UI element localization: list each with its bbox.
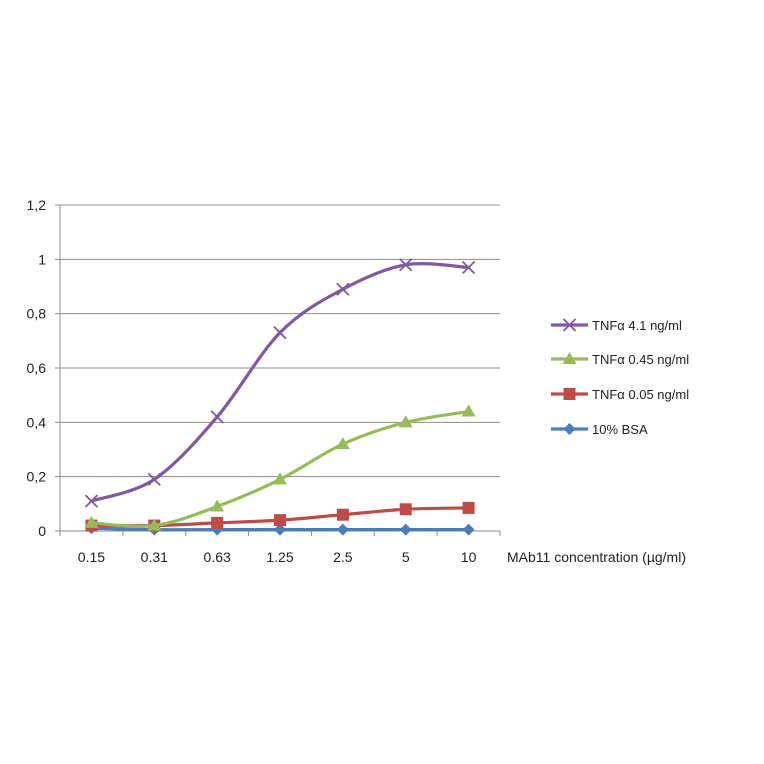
x-tick-label: 0.63: [204, 549, 231, 565]
x-marker: [562, 318, 577, 332]
x-marker: [210, 410, 224, 424]
diamond-marker: [399, 523, 412, 536]
y-tick-label: 1: [38, 251, 46, 267]
diamond-marker: [563, 423, 576, 435]
square-marker: [462, 501, 475, 514]
x-marker: [84, 494, 99, 508]
triangle-marker: [562, 352, 577, 364]
square-marker: [211, 516, 224, 529]
x-tick-label: 0.15: [78, 549, 105, 565]
legend-label: TNFα 0.45 ng/ml: [592, 352, 689, 367]
triangle-marker: [273, 472, 287, 485]
legend-label: TNFα 4.1 ng/ml: [592, 318, 682, 333]
diamond-marker: [274, 523, 286, 536]
square-marker: [336, 508, 349, 521]
y-tick-label: 0,8: [27, 306, 47, 322]
triangle-marker: [210, 499, 225, 512]
x-tick-label: 0.31: [141, 549, 168, 565]
legend-item: TNFα 0.45 ng/ml: [551, 352, 689, 367]
y-axis-ticks: 0 0,2 0,4 0,6 0,8 1 1,2: [27, 197, 60, 539]
series-0: [84, 258, 476, 508]
x-marker: [147, 472, 161, 487]
legend-item: TNFα 0.05 ng/ml: [551, 387, 689, 402]
y-tick-label: 0,6: [27, 360, 47, 376]
x-axis-label: MAb11 concentration (µg/ml): [507, 549, 686, 565]
series-1: [84, 404, 476, 531]
diamond-marker: [336, 523, 349, 536]
x-marker: [273, 326, 287, 340]
triangle-marker: [84, 515, 99, 528]
x-tick-label: 1.25: [266, 549, 293, 565]
diamond-marker: [462, 523, 475, 536]
x-tick-label: 2.5: [333, 549, 353, 565]
series-group: [84, 258, 476, 536]
y-tick-label: 0: [38, 523, 46, 539]
x-marker: [399, 258, 413, 272]
x-axis-ticks: 0.15 0.31 0.63 1.25 2.5 5 10: [59, 531, 501, 565]
x-tick-label: 5: [402, 549, 410, 565]
square-marker: [399, 503, 412, 516]
triangle-marker: [398, 415, 413, 428]
triangle-marker: [147, 518, 162, 531]
x-marker: [336, 282, 350, 296]
legend-label: 10% BSA: [592, 422, 648, 437]
y-tick-label: 0,4: [27, 414, 47, 430]
legend: TNFα 4.1 ng/ml TNFα 0.45 ng/ml TNFα 0.05 n…: [551, 318, 689, 437]
legend-item: TNFα 4.1 ng/ml: [551, 318, 682, 333]
series-line: [89, 261, 471, 503]
triangle-marker: [335, 437, 350, 450]
legend-item: 10% BSA: [551, 422, 648, 437]
y-tick-label: 1,2: [27, 197, 47, 213]
triangle-marker: [461, 404, 476, 417]
x-marker: [461, 260, 476, 275]
square-marker: [563, 388, 576, 400]
legend-label: TNFα 0.05 ng/ml: [592, 387, 689, 402]
y-tick-label: 0,2: [27, 469, 47, 485]
square-marker: [274, 514, 286, 527]
x-tick-label: 10: [461, 549, 477, 565]
